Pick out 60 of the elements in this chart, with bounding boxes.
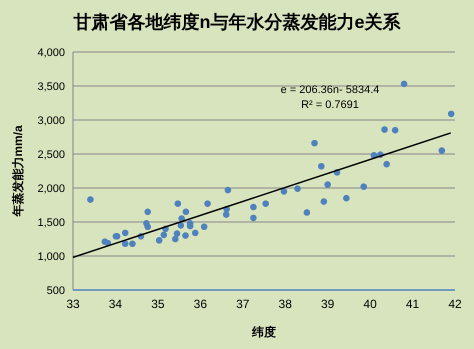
point (262, 200, 269, 207)
y-tick-label: 4,000 (37, 47, 65, 59)
point (200, 223, 208, 230)
y-tick-label: 3,500 (37, 81, 65, 93)
point (204, 200, 211, 207)
y-tick-label: 1,000 (37, 251, 65, 263)
point (192, 230, 199, 236)
point (392, 126, 398, 134)
point (172, 236, 179, 242)
point (156, 237, 162, 244)
x-tick-label: 35 (151, 297, 165, 311)
point (224, 186, 232, 194)
y-axis-title: 年蒸发能力mm/a (11, 125, 25, 218)
point (448, 110, 454, 118)
point (182, 232, 189, 239)
chart-title: 甘肃省各地纬度n与年水分蒸发能力e关系 (72, 12, 402, 32)
y-tick-label: 2,000 (37, 183, 65, 195)
x-tick-label: 42 (448, 297, 462, 311)
point (144, 223, 151, 230)
point (324, 181, 331, 188)
point (383, 160, 390, 168)
annotation: R² = 0.7691 (301, 99, 359, 111)
x-tick-label: 38 (278, 297, 292, 311)
y-tick-label: 2,500 (37, 149, 65, 161)
point (129, 240, 136, 248)
point (400, 80, 408, 88)
point (122, 230, 129, 236)
point (438, 147, 446, 154)
point (178, 222, 184, 229)
x-tick-label: 40 (363, 297, 378, 311)
x-tick-label: 39 (320, 297, 335, 311)
x-tick-label: 33 (66, 297, 80, 311)
point (250, 204, 257, 210)
point (250, 214, 257, 222)
point (381, 126, 388, 133)
x-tick-label: 41 (406, 297, 420, 311)
point (174, 200, 182, 207)
x-axis-title: 纬度 (251, 325, 276, 339)
y-tick-label: 500 (46, 285, 65, 297)
point (144, 208, 151, 216)
point (280, 188, 288, 195)
point (182, 208, 190, 216)
x-tick-label: 34 (108, 297, 122, 311)
point (294, 185, 301, 192)
point (343, 194, 350, 202)
point (311, 140, 318, 146)
point (174, 230, 180, 237)
point (360, 183, 368, 190)
annotation: e = 206.36n- 5834.4 (280, 84, 380, 96)
x-tick-label: 36 (194, 297, 208, 311)
y-tick-label: 3,000 (37, 115, 65, 127)
x-tick-label: 37 (236, 297, 250, 311)
point (87, 196, 94, 203)
point (318, 162, 325, 170)
point (160, 232, 168, 238)
point (320, 198, 328, 205)
point (122, 240, 129, 248)
point (222, 211, 230, 218)
y-tick-label: 1,500 (37, 217, 65, 229)
point (304, 209, 310, 216)
